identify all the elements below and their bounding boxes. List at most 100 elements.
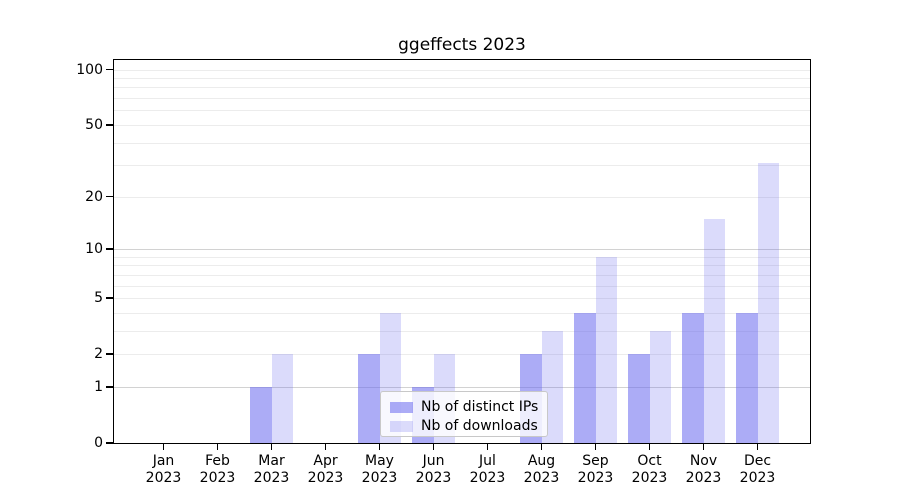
x-tick-mark-dec [756,444,759,450]
x-tick-mark-jul [486,444,489,450]
x-tick-mark-feb [216,444,219,450]
y-tick-mark-0 [106,442,113,444]
gridline-minor-100 [114,69,810,71]
y-tick-label-5: 5 [94,290,103,307]
x-tick-label-oct: Oct 2023 [618,453,682,487]
bar-sep-downloads [595,256,617,443]
x-tick-mark-jun [432,444,435,450]
x-tick-label-dec: Dec 2023 [726,453,790,487]
bar-nov-distinct-ips [682,312,704,443]
legend-label-distinct-ips: Nb of distinct IPs [421,399,539,415]
y-tick-mark-1 [106,386,113,388]
gridline-minor-9 [114,256,810,258]
bar-mar-downloads [271,354,293,443]
bar-mar-distinct-ips [250,386,272,443]
x-tick-month: Oct [637,453,662,469]
x-tick-month: May [365,453,394,469]
x-tick-month: Aug [527,453,556,469]
x-tick-label-jan: Jan 2023 [132,453,196,487]
x-tick-label-mar: Mar 2023 [240,453,304,487]
x-tick-month: Nov [689,453,718,469]
x-tick-mark-apr [324,444,327,450]
x-tick-year: 2023 [145,470,182,486]
x-tick-label-may: May 2023 [348,453,412,487]
x-tick-year: 2023 [307,470,344,486]
y-tick-mark-20 [106,195,113,198]
bar-dec-distinct-ips [736,312,758,443]
y-tick-mark-10 [106,248,113,250]
x-tick-month: Sep [582,453,609,469]
y-tick-label-1: 1 [94,378,103,395]
y-tick-mark-2 [106,353,113,355]
x-tick-month: Dec [743,453,772,469]
legend-swatch-distinct-ips [390,402,413,413]
x-tick-month: Apr [313,453,338,469]
x-tick-year: 2023 [253,470,290,486]
x-tick-mark-sep [594,444,597,450]
chart-title: ggeffects 2023 [398,35,526,55]
plot-area [114,60,810,443]
x-tick-year: 2023 [523,470,560,486]
gridline-minor-60 [114,110,810,112]
gridline-minor-6 [114,285,810,287]
bar-oct-distinct-ips [628,354,650,443]
gridline-major-1 [114,386,810,388]
gridline-minor-8 [114,265,810,267]
gridline-minor-20 [114,196,810,198]
x-tick-label-jun: Jun 2023 [402,453,466,487]
legend-entry-downloads: Nb of downloads [390,417,547,436]
gridline-minor-40 [114,142,810,144]
legend-swatch-downloads [390,421,413,432]
x-tick-year: 2023 [631,470,668,486]
y-tick-label-0: 0 [94,435,103,451]
x-tick-label-jul: Jul 2023 [456,453,520,487]
gridline-minor-3 [114,330,810,332]
x-tick-year: 2023 [469,470,506,486]
x-tick-label-apr: Apr 2023 [294,453,358,487]
x-tick-mark-oct [648,444,651,450]
gridline-major-10 [114,248,810,250]
y-tick-label-100: 100 [76,61,103,78]
gridline-minor-7 [114,274,810,276]
x-tick-mark-jan [162,444,165,450]
x-tick-month: Jun [422,453,445,469]
bar-oct-downloads [649,330,671,443]
gridline-minor-50 [114,124,810,126]
x-tick-year: 2023 [685,470,722,486]
x-tick-mark-nov [702,444,705,450]
y-tick-label-20: 20 [85,188,103,205]
gridline-minor-90 [114,78,810,80]
legend: Nb of distinct IPs Nb of downloads [380,391,548,437]
y-tick-mark-5 [106,297,113,299]
x-tick-year: 2023 [739,470,776,486]
x-tick-month: Mar [258,453,285,469]
legend-label-downloads: Nb of downloads [421,418,538,434]
gridline-minor-2 [114,354,810,356]
bar-may-distinct-ips [358,354,380,443]
bar-dec-downloads [757,162,779,443]
x-tick-label-sep: Sep 2023 [564,453,628,487]
x-tick-year: 2023 [577,470,614,486]
x-tick-month: Jul [479,453,496,469]
x-tick-label-feb: Feb 2023 [186,453,250,487]
y-tick-mark-100 [106,68,113,71]
x-tick-mark-aug [540,444,543,450]
x-tick-label-aug: Aug 2023 [510,453,574,487]
gridline-minor-30 [114,165,810,167]
x-tick-year: 2023 [415,470,452,486]
bar-nov-downloads [703,218,725,443]
bar-sep-distinct-ips [574,312,596,443]
legend-entry-distinct-ips: Nb of distinct IPs [390,398,547,417]
gridline-minor-5 [114,298,810,300]
x-tick-year: 2023 [199,470,236,486]
x-tick-month: Feb [205,453,230,469]
x-tick-mark-may [378,444,381,450]
gridline-minor-4 [114,312,810,314]
x-tick-year: 2023 [361,470,398,486]
y-tick-label-50: 50 [85,116,103,133]
x-tick-mark-mar [270,444,273,450]
y-tick-label-2: 2 [94,346,103,363]
y-tick-label-10: 10 [85,240,103,257]
gridline-minor-70 [114,98,810,100]
